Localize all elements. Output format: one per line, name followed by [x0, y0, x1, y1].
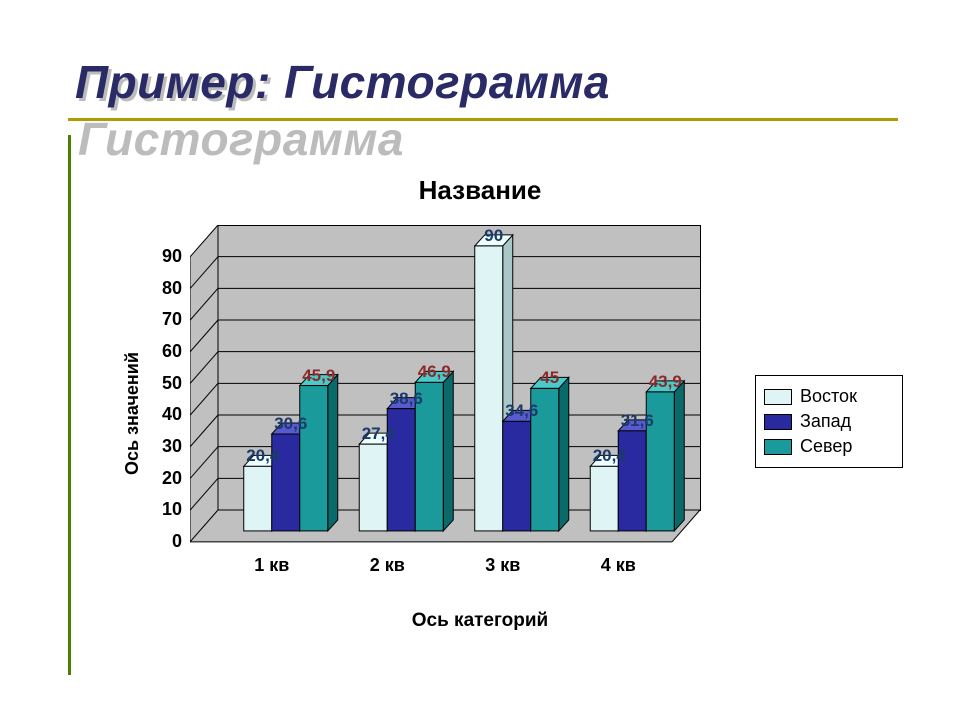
data-label: 27,4 [362, 425, 395, 442]
legend-swatch-vostok [764, 389, 792, 405]
legend-label: Север [800, 436, 852, 457]
data-label: 38,6 [390, 390, 423, 407]
title-underline [68, 118, 898, 121]
x-category-label: 3 кв [453, 555, 553, 576]
legend-item: Восток [764, 386, 894, 407]
y-tick-label: 80 [142, 278, 182, 299]
bar-chart: 0102030405060708090 1 кв2 кв3 кв4 кв 20,… [190, 225, 700, 545]
slide-title: Пример: Гистограмма Пример: Гистограмма [75, 55, 610, 109]
data-label: 31,6 [621, 412, 654, 429]
legend: Восток Запад Север [755, 375, 903, 468]
data-label: 20,4 [593, 447, 626, 464]
vertical-rule [68, 135, 71, 675]
y-tick-label: 20 [142, 468, 182, 489]
y-tick-label: 60 [142, 341, 182, 362]
x-category-label: 4 кв [568, 555, 668, 576]
y-tick-label: 90 [142, 246, 182, 267]
y-tick-label: 0 [142, 531, 182, 552]
data-label: 45 [540, 369, 559, 386]
data-label: 45,9 [302, 367, 335, 384]
legend-item: Север [764, 436, 894, 457]
x-category-label: 1 кв [222, 555, 322, 576]
x-axis-label: Ось категорий [0, 610, 960, 632]
legend-item: Запад [764, 411, 894, 432]
y-tick-label: 10 [142, 499, 182, 520]
data-label: 34,6 [505, 402, 538, 419]
y-tick-label: 50 [142, 373, 182, 394]
title-text: Пример: Гистограмма [75, 55, 610, 109]
x-category-label: 2 кв [337, 555, 437, 576]
y-tick-label: 70 [142, 309, 182, 330]
data-label: 90 [484, 227, 503, 244]
y-tick-label: 40 [142, 404, 182, 425]
legend-swatch-sever [764, 439, 792, 455]
y-tick-label: 30 [142, 436, 182, 457]
y-axis-label: Ось значений [122, 352, 143, 475]
legend-label: Запад [800, 411, 851, 432]
chart-title: Название [0, 175, 960, 206]
data-label: 43,9 [649, 373, 682, 390]
legend-swatch-zapad [764, 414, 792, 430]
data-label: 30,6 [274, 415, 307, 432]
data-label: 46,9 [418, 363, 451, 380]
bars-svg [190, 225, 730, 565]
data-label: 20,4 [246, 447, 279, 464]
legend-label: Восток [800, 386, 857, 407]
